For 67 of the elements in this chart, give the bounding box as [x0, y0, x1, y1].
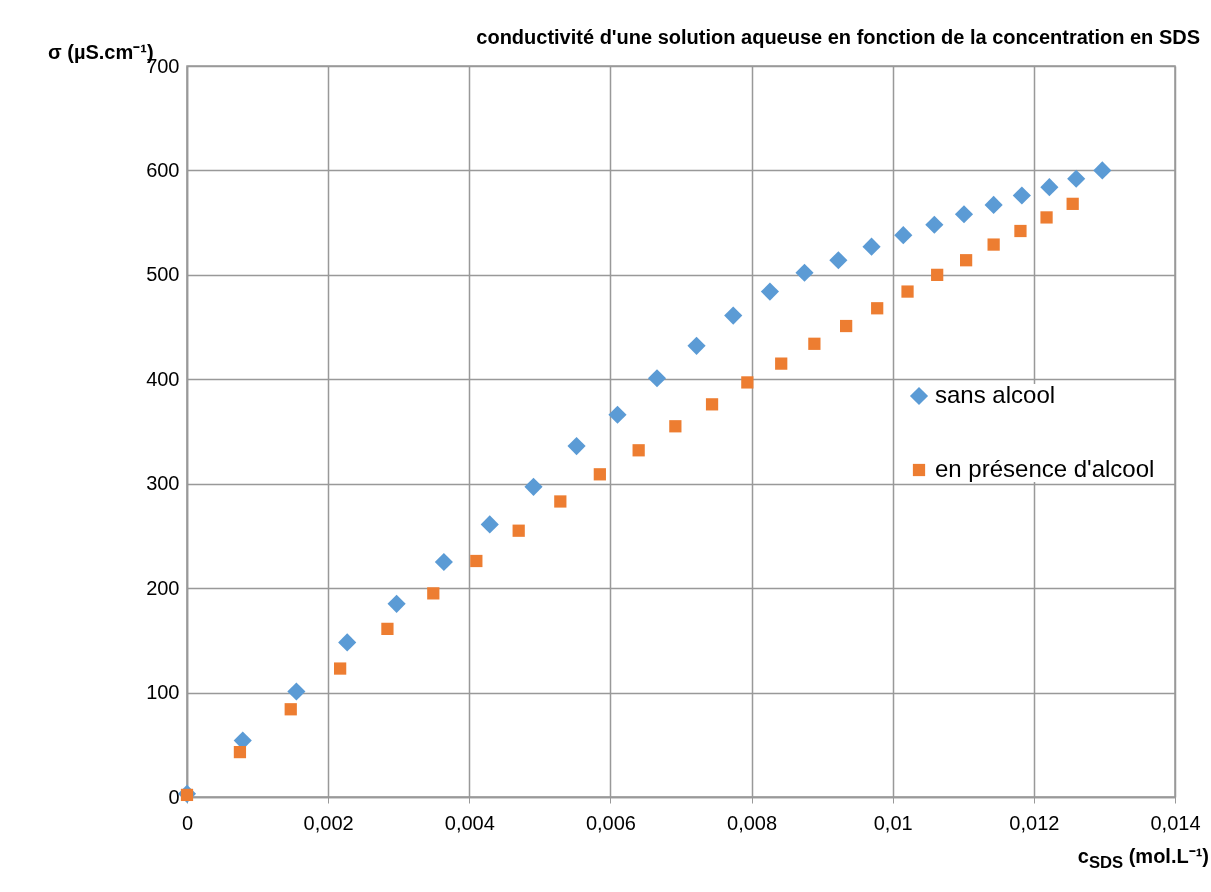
point — [334, 662, 347, 675]
point — [808, 337, 821, 350]
point — [381, 622, 394, 635]
point — [894, 226, 913, 245]
point — [959, 254, 973, 267]
point — [480, 515, 499, 534]
point — [1040, 211, 1053, 224]
point — [470, 554, 483, 568]
point — [987, 238, 1000, 251]
point — [862, 237, 881, 256]
y-tick-label: 100 — [146, 681, 180, 704]
point — [1014, 224, 1027, 238]
point — [760, 282, 779, 301]
y-tick-label: 400 — [146, 367, 180, 390]
legend-label: en présence d'alcool — [935, 455, 1155, 482]
point — [387, 594, 406, 613]
x-tick-label: 0,004 — [444, 811, 495, 834]
point — [705, 398, 719, 411]
x-tick-label: 0,012 — [1009, 811, 1060, 834]
point — [931, 268, 944, 281]
chart-title: conductivité d'une solution aqueuse en fonction de la concentration en SDS — [476, 26, 1201, 48]
point — [984, 195, 1003, 214]
point — [669, 420, 682, 433]
x-tick-label: 0,002 — [303, 811, 354, 834]
x-tick-label: 0,01 — [873, 811, 913, 834]
x-tick-label: 0,008 — [727, 811, 778, 834]
point — [1066, 197, 1079, 210]
point — [925, 215, 944, 234]
point — [954, 205, 974, 224]
point — [687, 336, 706, 355]
point — [512, 524, 525, 537]
point — [1093, 161, 1112, 180]
point — [775, 357, 788, 370]
point — [593, 468, 606, 481]
point — [647, 369, 667, 388]
point — [741, 376, 754, 389]
point — [287, 682, 306, 701]
point — [427, 587, 440, 600]
x-tick-label: 0 — [181, 811, 194, 834]
point — [554, 495, 567, 508]
point — [632, 444, 645, 457]
point — [829, 251, 848, 270]
point — [434, 552, 453, 572]
point — [233, 745, 247, 759]
point — [1040, 178, 1059, 197]
point — [1067, 169, 1086, 188]
point — [338, 633, 357, 652]
y-tick-label: 0 — [168, 785, 180, 808]
y-tick-label: 200 — [146, 576, 180, 599]
point — [567, 437, 586, 456]
point — [180, 788, 194, 802]
y-tick-label: 600 — [146, 158, 180, 181]
point — [840, 319, 853, 333]
x-tick-label: 0,006 — [585, 811, 636, 834]
x-axis-title: c$_{SDS}$ (mol.L⁻¹) — [1077, 844, 1209, 873]
y-tick-label: 500 — [146, 263, 180, 286]
point — [871, 302, 884, 315]
point — [608, 405, 627, 424]
point — [524, 477, 543, 496]
point — [1012, 186, 1031, 205]
y-tick-label: 300 — [146, 472, 180, 495]
point — [284, 703, 297, 716]
point — [795, 263, 814, 282]
x-tick-label: 0,014 — [1150, 811, 1201, 834]
point — [901, 285, 914, 298]
point — [724, 306, 743, 325]
legend-label: sans alcool — [935, 381, 1056, 408]
